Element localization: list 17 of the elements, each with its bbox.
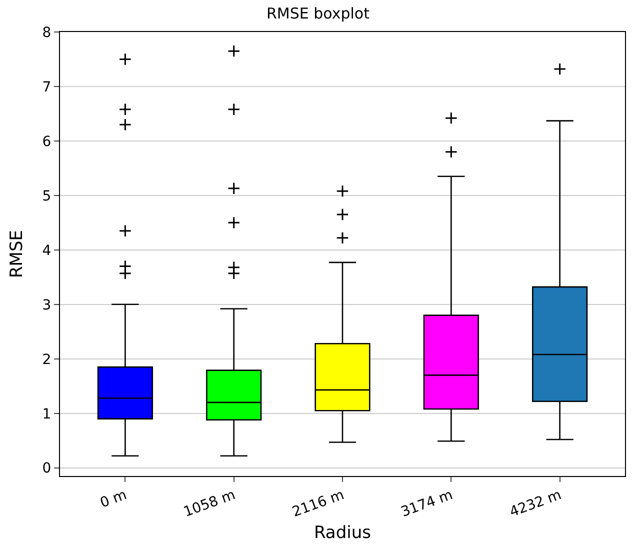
y-tick-label: 6 bbox=[42, 134, 52, 150]
x-tick-label: 2116 m bbox=[290, 487, 346, 521]
x-axis-title: Radius bbox=[314, 522, 372, 543]
y-axis-title: RMSE bbox=[6, 230, 27, 278]
x-tick-label: 1058 m bbox=[182, 487, 238, 521]
y-tick-label: 4 bbox=[42, 242, 52, 259]
y-tick-label: 3 bbox=[42, 297, 52, 314]
x-tick-label: 0 m bbox=[98, 487, 129, 512]
y-tick-label: 7 bbox=[42, 79, 52, 96]
x-tick-label: 3174 m bbox=[398, 487, 455, 521]
x-tick-label: 4232 m bbox=[508, 487, 564, 521]
y-tick-label: 1 bbox=[42, 406, 52, 422]
chart-title: RMSE boxplot bbox=[266, 4, 370, 23]
y-tick-label: 0 bbox=[42, 460, 52, 477]
y-tick-label: 2 bbox=[42, 352, 52, 368]
y-tick-label: 8 bbox=[42, 24, 52, 41]
y-tick-label: 5 bbox=[42, 188, 52, 204]
